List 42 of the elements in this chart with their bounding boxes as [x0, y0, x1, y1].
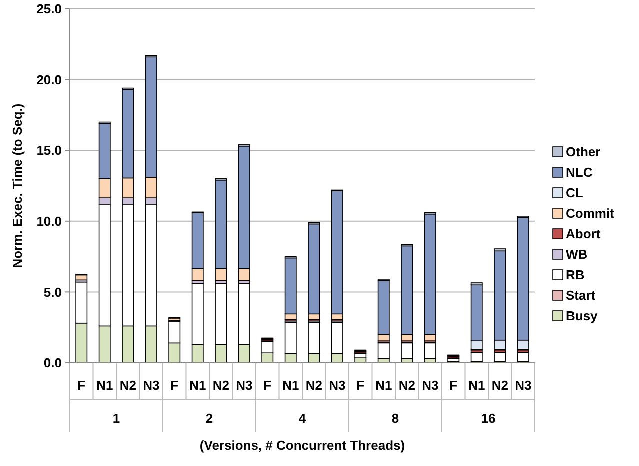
legend-label: Start: [566, 288, 596, 304]
y-tick-label: 20.0: [36, 72, 62, 88]
x-tick-label: N1: [376, 378, 392, 393]
x-tick-label: F: [356, 378, 365, 393]
legend-label: RB: [566, 268, 585, 283]
y-tick-label: 15.0: [36, 143, 62, 158]
legend-label: Other: [566, 144, 601, 160]
legend-label: Busy: [566, 308, 599, 324]
legend-label: WB: [566, 247, 588, 262]
y-tick-label: 10.0: [36, 214, 62, 229]
y-tick-label: 0.0: [44, 356, 62, 371]
x-axis-title: (Versions, # Concurrent Threads): [200, 438, 406, 453]
legend-label: Commit: [566, 206, 616, 222]
x-tick-label: N3: [422, 378, 439, 393]
legend-label: CL: [566, 186, 584, 201]
y-tick-label: 25.0: [36, 2, 62, 17]
x-tick-label: N2: [398, 378, 416, 393]
x-tick-label: N2: [492, 378, 508, 393]
x-tick-label: N2: [306, 378, 322, 393]
x-tick-label: F: [78, 378, 86, 393]
x-tick-label: F: [264, 378, 272, 393]
x-tick-label: N3: [329, 378, 346, 393]
text: 2: [206, 411, 214, 426]
text: 4: [298, 411, 307, 426]
x-tick-label: N2: [212, 378, 230, 393]
legend-label: Abort: [566, 226, 602, 242]
x-tick-label: F: [450, 378, 458, 393]
x-tick-label: N3: [236, 378, 253, 393]
x-tick-label: N1: [282, 378, 300, 393]
text: 16: [481, 411, 496, 426]
y-axis-title: Norm. Exec. Time (to Seq.): [10, 104, 25, 268]
x-tick-label: N1: [96, 378, 114, 393]
text: 8: [392, 411, 400, 426]
text: 1: [112, 411, 120, 426]
x-tick-label: N3: [143, 378, 160, 393]
x-tick-label: N3: [515, 378, 532, 393]
legend-label: NLC: [566, 165, 594, 180]
y-tick-label: 5.0: [44, 284, 62, 300]
x-tick-label: N1: [468, 378, 486, 393]
x-tick-label: N2: [120, 378, 136, 393]
x-tick-label: N1: [190, 378, 206, 393]
x-tick-label: F: [170, 378, 179, 393]
